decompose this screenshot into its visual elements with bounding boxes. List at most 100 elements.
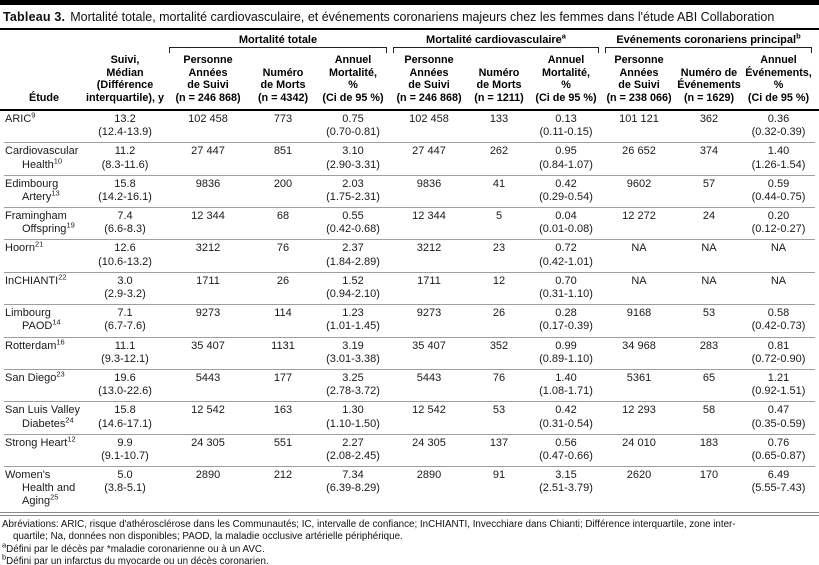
study-name: Edimbourg Artery13 [5, 177, 60, 203]
footnote-abbreviations-line2: quartile; Na, données non disponibles; P… [13, 531, 403, 543]
data-cell: 9.9 (9.1-10.7) [101, 436, 149, 462]
table-row: Women's Health and Aging25 5.0 (3.8-5.1) 289… [4, 467, 815, 513]
col-header-rate-events: Annuel Événements, % (Ci de 95 %) [745, 54, 812, 105]
data-cell: 0.95 (0.84-1.07) [539, 145, 593, 171]
data-cell: 177 [273, 371, 293, 384]
table-row: Limbourg PAOD14 7.1 (6.7-7.6) 9273 114 1.23 (… [4, 305, 815, 338]
group-header-total-mortality: Mortalité totale [166, 34, 390, 47]
group-footnote-marker: a [561, 31, 566, 41]
data-cell: 1131 [271, 339, 295, 352]
data-cell: 9168 [626, 307, 652, 320]
data-cell: 0.72 (0.42-1.01) [539, 242, 593, 268]
data-cell: 76 [492, 371, 506, 384]
data-cell: 12 542 [412, 404, 446, 417]
data-cell: 24 010 [622, 436, 656, 449]
data-cell: 35 407 [191, 339, 225, 352]
footnote-b: bDéfini par un infarctus du myocarde ou … [2, 552, 817, 565]
col-header-py-events: Personne Années de Suivi (n = 238 066) [606, 54, 672, 105]
col-header-rate-cv: Annuel Mortalité, % (Ci de 95 %) [535, 54, 597, 105]
study-name: Rotterdam16 [5, 336, 65, 352]
data-cell: 57 [702, 177, 716, 190]
data-cell: 1711 [417, 274, 441, 287]
data-cell: 0.75 (0.70-0.81) [326, 112, 380, 139]
table-title-label: Tableau 3. [3, 10, 66, 24]
data-cell: NA [631, 274, 647, 287]
table-row: Hoorn21 12.6 (10.6-13.2) 3212 76 2.37 (1.84-… [4, 240, 815, 273]
data-cell: 34 968 [622, 339, 656, 352]
data-cell: 0.04 (0.01-0.08) [539, 210, 593, 236]
data-cell: 24 [702, 210, 716, 223]
data-cell: 24 305 [412, 436, 446, 449]
data-cell: 26 [276, 274, 290, 287]
column-header-row: Étude Suivi, Médian (Différence interqua… [4, 53, 815, 109]
group-label: Mortalité cardiovasculaire [426, 34, 562, 46]
data-cell: 2.03 (1.75-2.31) [326, 177, 380, 203]
data-cell: 183 [699, 436, 719, 449]
bottom-rule [0, 511, 819, 516]
data-cell: 374 [699, 145, 719, 158]
data-cell: 5443 [416, 371, 442, 384]
col-header-deaths-cv: Numéro de Morts (n = 1211) [474, 66, 524, 105]
data-cell: 11.2 (8.3-11.6) [101, 145, 149, 171]
data-cell: NA [631, 242, 647, 255]
data-cell: 773 [273, 112, 293, 125]
data-cell: 2.37 (1.84-2.89) [326, 242, 380, 268]
data-cell: 12 344 [191, 210, 225, 223]
table-row: ARIC9 13.2 (12.4-13.9) 102 458 773 0.75 (0.7… [4, 111, 815, 144]
data-cell: 24 305 [191, 436, 225, 449]
data-cell: 283 [699, 339, 719, 352]
table-body: ARIC9 13.2 (12.4-13.9) 102 458 773 0.75 (0.7… [0, 111, 819, 513]
table-title-text: Mortalité totale, mortalité cardiovascul… [70, 10, 775, 24]
group-bracket [605, 47, 812, 53]
col-header-study: Étude [29, 92, 59, 105]
data-cell: 3212 [195, 242, 221, 255]
data-cell: 1.23 (1.01-1.45) [326, 307, 380, 333]
data-cell: 11.1 (9.3-12.1) [101, 339, 149, 365]
data-cell: 101 121 [619, 112, 659, 125]
data-cell: 3.0 (2.9-3.2) [104, 274, 146, 300]
data-cell: 2620 [626, 469, 652, 482]
data-cell: 362 [699, 112, 719, 125]
data-cell: 170 [699, 469, 719, 482]
data-cell: 0.56 (0.47-0.66) [539, 436, 593, 462]
group-header-cardiovascular-mortality: Mortalité cardiovasculairea [390, 31, 602, 47]
data-cell: 3.10 (2.90-3.31) [326, 145, 380, 171]
data-cell: 3212 [416, 242, 442, 255]
footnote-a-text: Défini par le décès par *maladie coronar… [6, 543, 265, 555]
top-rule [0, 0, 819, 5]
study-name: San Diego23 [5, 369, 65, 384]
table-header: Mortalité totale Mortalité cardiovascula… [0, 30, 819, 111]
data-cell: 1.40 (1.26-1.54) [751, 145, 806, 171]
data-cell: 7.1 (6.7-7.6) [104, 307, 146, 333]
data-cell: 2890 [195, 469, 221, 482]
data-cell: 0.47 (0.35-0.59) [751, 404, 806, 430]
data-cell: 53 [702, 307, 716, 320]
data-cell: 5443 [195, 371, 221, 384]
group-label: Evénements coronariens principal [616, 34, 797, 46]
data-cell: 68 [276, 210, 290, 223]
table-row: Edimbourg Artery13 15.8 (14.2-16.1) 9836 200… [4, 176, 815, 209]
footnote-b-marker: b [2, 552, 7, 562]
footnotes: Abréviations: ARIC, risque d'athérosclér… [0, 516, 819, 565]
col-header-n-events: Numéro de Événements (n = 1629) [677, 66, 741, 105]
data-cell: 262 [489, 145, 509, 158]
data-cell: 2890 [416, 469, 442, 482]
data-cell: 27 447 [412, 145, 446, 158]
study-name: InCHIANTI22 [5, 272, 67, 287]
data-cell: NA [770, 242, 787, 255]
data-cell: 13.2 (12.4-13.9) [98, 112, 152, 139]
data-cell: 0.58 (0.42-0.73) [751, 307, 806, 333]
study-name: Strong Heart12 [5, 434, 76, 449]
data-cell: 12.6 (10.6-13.2) [98, 242, 152, 268]
data-cell: 7.4 (6.6-8.3) [104, 210, 146, 236]
data-cell: 114 [274, 307, 292, 320]
data-cell: 76 [276, 242, 290, 255]
group-label: Mortalité totale [238, 34, 318, 46]
study-name: Framingham Offspring19 [5, 210, 75, 236]
data-cell: 23 [492, 242, 506, 255]
group-bracket-row [4, 47, 815, 53]
data-cell: NA [701, 274, 717, 287]
data-cell: 0.20 (0.12-0.27) [751, 210, 806, 236]
data-cell: 0.70 (0.31-1.10) [539, 274, 593, 300]
